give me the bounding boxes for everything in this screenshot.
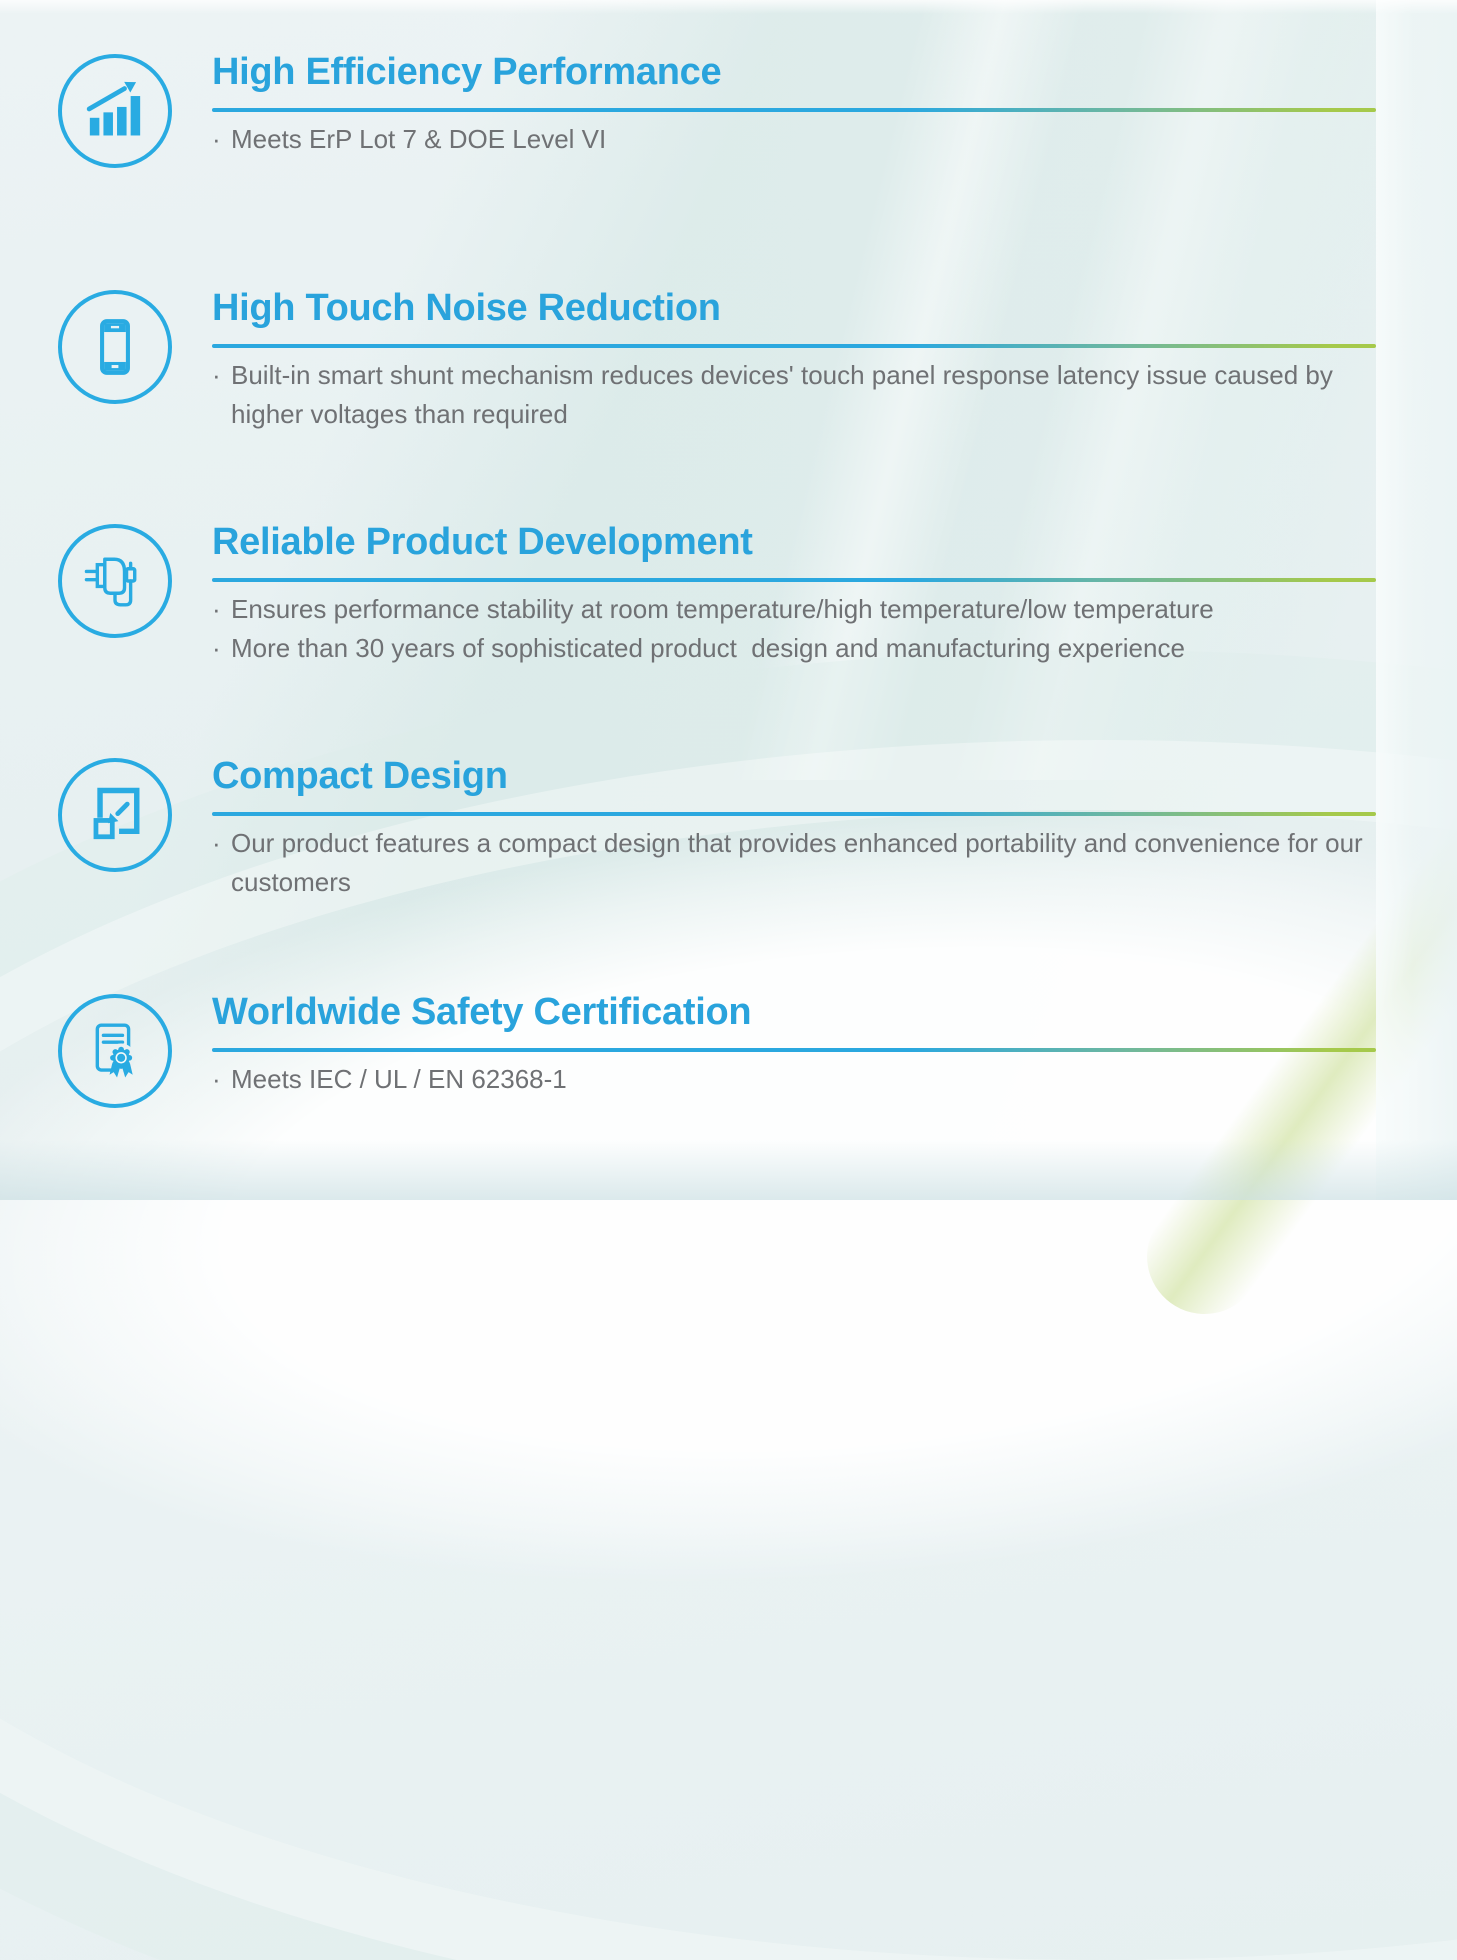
feature-section: Worldwide Safety Certification · Meets IE… xyxy=(0,990,1457,1108)
feature-icon-circle xyxy=(58,758,172,872)
background-right-strip xyxy=(1376,0,1457,1200)
background-top-glow xyxy=(0,0,1457,14)
feature-divider xyxy=(212,1048,1376,1052)
feature-divider xyxy=(212,812,1376,816)
feature-content: Worldwide Safety Certification · Meets IE… xyxy=(212,990,1376,1099)
feature-divider xyxy=(212,344,1376,348)
bullet-item: · Meets IEC / UL / EN 62368-1 xyxy=(212,1060,1376,1099)
background xyxy=(0,0,1457,1773)
feature-bullets: · Ensures performance stability at room t… xyxy=(212,590,1376,668)
feature-section: High Efficiency Performance · Meets ErP L… xyxy=(0,50,1457,168)
bullet-marker: · xyxy=(212,360,221,390)
bullet-item: · More than 30 years of sophisticated pro… xyxy=(212,629,1376,668)
feature-section: Compact Design · Our product features a c… xyxy=(0,754,1457,902)
certificate-ribbon-icon xyxy=(95,1023,136,1078)
background-bottom-strip xyxy=(0,1140,1457,1200)
feature-bullets: · Our product features a compact design t… xyxy=(212,824,1376,902)
feature-icon-circle xyxy=(58,290,172,404)
feature-bullets: · Built-in smart shunt mechanism reduces … xyxy=(212,356,1376,434)
feature-title: High Efficiency Performance xyxy=(212,51,722,93)
feature-content: Reliable Product Development · Ensures pe… xyxy=(212,520,1376,668)
bullet-text: Ensures performance stability at room te… xyxy=(231,594,1214,624)
feature-title: Reliable Product Development xyxy=(212,521,753,563)
bullet-item: · Ensures performance stability at room t… xyxy=(212,590,1376,629)
feature-content: High Touch Noise Reduction · Built-in sma… xyxy=(212,286,1376,434)
feature-bullets: · Meets IEC / UL / EN 62368-1 xyxy=(212,1060,1376,1099)
compact-resize-icon xyxy=(93,787,140,840)
background-light-streaks xyxy=(477,0,1457,780)
bar-chart-growth-icon xyxy=(86,81,141,136)
bullet-text: Meets ErP Lot 7 & DOE Level VI xyxy=(231,124,607,154)
feature-divider xyxy=(212,578,1376,582)
bullet-text: Our product features a compact design th… xyxy=(231,828,1370,897)
bullet-text: More than 30 years of sophisticated prod… xyxy=(231,633,1185,663)
bullet-item: · Built-in smart shunt mechanism reduces … xyxy=(212,356,1376,434)
feature-section: High Touch Noise Reduction · Built-in sma… xyxy=(0,286,1457,434)
feature-title: Worldwide Safety Certification xyxy=(212,991,752,1033)
feature-content: High Efficiency Performance · Meets ErP L… xyxy=(212,50,1376,159)
bullet-marker: · xyxy=(212,828,221,858)
feature-content: Compact Design · Our product features a c… xyxy=(212,754,1376,902)
smartphone-icon xyxy=(100,319,130,375)
feature-title: Compact Design xyxy=(212,755,508,797)
bullet-marker: · xyxy=(212,633,221,663)
feature-section: Reliable Product Development · Ensures pe… xyxy=(0,520,1457,668)
bullet-text: Meets IEC / UL / EN 62368-1 xyxy=(231,1064,567,1094)
bullet-item: · Our product features a compact design t… xyxy=(212,824,1376,902)
features-list: High Efficiency Performance · Meets ErP L… xyxy=(0,50,1457,1108)
power-adapter-icon xyxy=(84,557,137,607)
bullet-item: · Meets ErP Lot 7 & DOE Level VI xyxy=(212,120,1376,159)
bullet-marker: · xyxy=(212,1064,221,1094)
bullet-marker: · xyxy=(212,594,221,624)
feature-title: High Touch Noise Reduction xyxy=(212,287,721,329)
feature-icon-circle xyxy=(58,994,172,1108)
feature-bullets: · Meets ErP Lot 7 & DOE Level VI xyxy=(212,120,1376,159)
bullet-text: Built-in smart shunt mechanism reduces d… xyxy=(231,360,1341,429)
bullet-marker: · xyxy=(212,124,221,154)
feature-icon-circle xyxy=(58,524,172,638)
feature-icon-circle xyxy=(58,54,172,168)
feature-divider xyxy=(212,108,1376,112)
